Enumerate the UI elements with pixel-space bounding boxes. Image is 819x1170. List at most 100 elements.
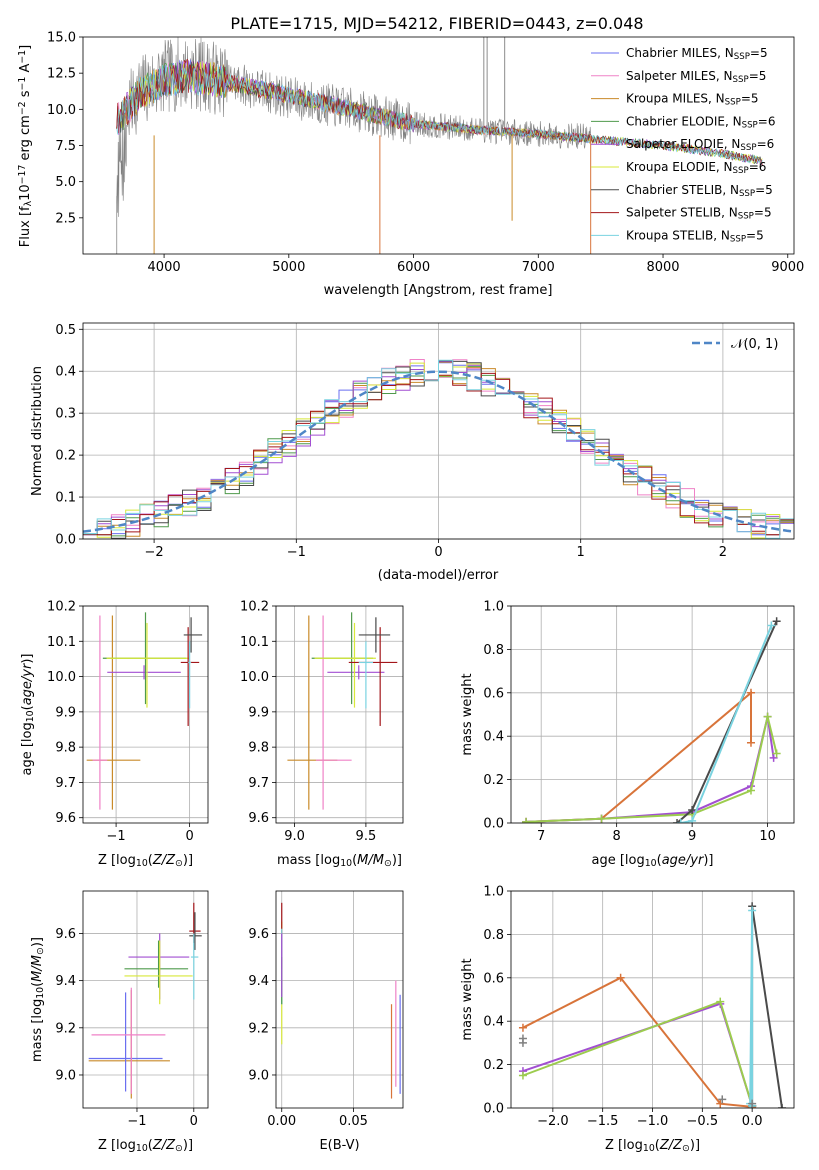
tick-label-y: 0.4 xyxy=(55,365,76,380)
weight-marker-salpeter_elodie xyxy=(769,753,778,762)
weight-marker-kroupa_stelib xyxy=(688,816,697,823)
tick-label-x: 2 xyxy=(719,545,727,560)
y-axis-label: Normed distribution xyxy=(30,366,45,496)
plot-area xyxy=(522,617,781,823)
tick-label-x: 1 xyxy=(577,545,585,560)
weight-marker-green_model xyxy=(518,1071,527,1080)
y-axis-label: mass weight xyxy=(460,673,475,755)
weight-marker-green_model xyxy=(522,817,531,823)
tick-label-y: 9.0 xyxy=(248,1068,269,1083)
tick-label-y: 0.4 xyxy=(483,1015,504,1030)
weight-marker-kroupa_stelib xyxy=(767,621,776,630)
x-axis-label: age [log10(age/yr)] xyxy=(591,853,713,869)
plot-area xyxy=(281,902,401,1099)
x-axis-label: E(B-V) xyxy=(319,1138,359,1153)
legend-label: Chabrier ELODIE, NSSP=6 xyxy=(626,114,775,130)
tick-label-x: 9 xyxy=(688,829,696,844)
axes-frame xyxy=(275,890,404,1109)
tick-label-y: 0.2 xyxy=(55,449,76,464)
weight-marker-chabrier_stelib xyxy=(688,805,697,814)
weight-line-green_model xyxy=(522,1000,754,1107)
x-axis-label: Z [log10(Z/Z⊙)] xyxy=(605,1138,700,1154)
weight-marker-kroupa_stelib xyxy=(676,819,685,823)
tick-label-x: −1.5 xyxy=(587,1114,619,1129)
panels-layer: 4000 5000 6000 7000 8000 90002.55.07.510.012.… xyxy=(17,31,804,1155)
tick-label-x: 9000 xyxy=(771,260,804,275)
tick-label-y: 9.6 xyxy=(248,811,269,826)
tick-label-x: 9.0 xyxy=(284,829,305,844)
weight-line-kroupa_stelib xyxy=(680,625,773,823)
axes-frame xyxy=(275,605,404,824)
tick-label-y: 0.2 xyxy=(483,1058,504,1073)
tick-label-x: 7000 xyxy=(522,260,555,275)
legend-label: Kroupa MILES, NSSP=5 xyxy=(626,92,759,108)
panel-mass_vs_Z: −1 0 9.0 9.2 9.4 9.6 Z [log10(Z/Z⊙)] mass [log1… xyxy=(30,890,209,1154)
tick-label-x: −2.0 xyxy=(537,1114,569,1129)
tick-label-y: 0.1 xyxy=(55,491,76,506)
extra-marker xyxy=(718,1095,727,1104)
tick-label-y: 2.5 xyxy=(55,211,76,226)
tick-label-y: 0.2 xyxy=(483,773,504,788)
axes-frame xyxy=(510,605,795,824)
tick-label-y: 9.8 xyxy=(248,741,269,756)
tick-label-y: 15.0 xyxy=(47,31,76,46)
extra-marker xyxy=(518,1034,527,1043)
x-axis-label: Z [log10(Z/Z⊙)] xyxy=(98,853,193,869)
weight-marker-orange_model xyxy=(746,738,755,747)
tick-label-x: −2 xyxy=(145,545,164,560)
tick-label-x: −1 xyxy=(127,1114,146,1129)
tick-label-y: 5.0 xyxy=(55,175,76,190)
tick-label-y: 1.0 xyxy=(483,600,504,615)
tick-label-y: 9.6 xyxy=(248,927,269,942)
weight-line-orange_model xyxy=(522,976,753,1108)
tick-label-x: 0.00 xyxy=(267,1114,296,1129)
weight-marker-orange_model xyxy=(616,973,625,982)
tick-label-x: 0 xyxy=(434,545,442,560)
tick-label-y: 1.0 xyxy=(483,885,504,900)
tick-label-y: 0.0 xyxy=(483,1102,504,1117)
weight-marker-orange_model xyxy=(716,1099,725,1108)
data-spectrum-line xyxy=(116,37,591,217)
weight-marker-green_model xyxy=(597,814,606,823)
tick-label-y: 0.6 xyxy=(483,971,504,986)
panel-age_vs_mass: 9.0 9.5 9.6 9.7 9.8 9.9 10.0 10.1 10.2 mass [log1… xyxy=(240,600,404,869)
tick-label-x: 7 xyxy=(537,829,545,844)
panel-mass_vs_EBV: 0.00 0.05 9.0 9.2 9.4 9.6 E(B-V) xyxy=(248,890,404,1153)
x-axis-label: wavelength [Angstrom, rest frame] xyxy=(324,283,553,298)
tick-label-y: 9.0 xyxy=(55,1068,76,1083)
weight-line-salpeter_elodie xyxy=(522,1002,754,1107)
legend-label-normal: 𝒩(0, 1) xyxy=(731,337,778,352)
tick-label-x: 10 xyxy=(759,829,776,844)
tick-label-y: 10.0 xyxy=(47,670,76,685)
extra-marker xyxy=(748,1099,757,1108)
weight-marker-kroupa_stelib xyxy=(748,906,757,915)
tick-label-y: 9.6 xyxy=(55,811,76,826)
axes-frame xyxy=(82,890,209,1109)
x-axis-label: Z [log10(Z/Z⊙)] xyxy=(98,1138,193,1154)
weight-line-chabrier_stelib xyxy=(751,906,783,1108)
normal-reference-curve xyxy=(83,370,794,533)
tick-label-x: 0.0 xyxy=(742,1114,763,1129)
legend-label: Salpeter ELODIE, NSSP=6 xyxy=(626,137,774,153)
legend-label: Salpeter MILES, NSSP=5 xyxy=(626,69,766,85)
tick-label-y: 0.3 xyxy=(55,407,76,422)
tick-label-x: −1 xyxy=(107,829,126,844)
tick-label-x: −0.5 xyxy=(687,1114,719,1129)
weight-marker-chabrier_stelib xyxy=(778,1104,787,1108)
tick-label-y: 0.8 xyxy=(483,928,504,943)
plot-area xyxy=(116,37,763,254)
tick-label-y: 0.0 xyxy=(55,533,76,548)
y-axis-label: Flux [fλ10−17 erg cm−2 s−1 A−1] xyxy=(17,45,34,247)
axes-frame xyxy=(82,605,209,824)
figure-title: PLATE=1715, MJD=54212, FIBERID=0443, z=0… xyxy=(230,14,643,33)
tick-label-y: 9.7 xyxy=(55,776,76,791)
weight-marker-chabrier_stelib xyxy=(772,617,781,626)
tick-label-y: 10.1 xyxy=(240,635,269,650)
legend-label: Kroupa ELODIE, NSSP=6 xyxy=(626,160,766,176)
tick-label-x: −1.0 xyxy=(637,1114,669,1129)
tick-label-y: 10.0 xyxy=(240,670,269,685)
y-axis-label: age [log10(age/yr)] xyxy=(20,653,36,775)
weight-line-kroupa_stelib xyxy=(749,910,754,1106)
tick-label-y: 9.8 xyxy=(55,741,76,756)
legend-label: Salpeter STELIB, NSSP=5 xyxy=(626,206,772,222)
